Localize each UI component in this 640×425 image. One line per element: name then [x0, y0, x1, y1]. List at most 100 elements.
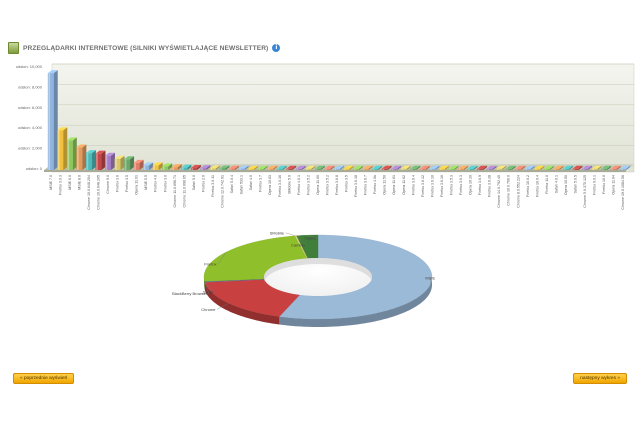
browser-bar-chart: odsłon: 0 odsłon: 2,000 odsłon: 4,000 odsło…: [16, 63, 635, 210]
bar[interactable]: [162, 163, 173, 170]
bar-front: [162, 166, 169, 170]
bar[interactable]: [276, 165, 287, 170]
bar[interactable]: [610, 165, 621, 170]
bar[interactable]: [477, 165, 488, 170]
bar-front: [515, 168, 522, 170]
bar[interactable]: [458, 165, 468, 170]
bar[interactable]: [133, 159, 144, 170]
y-tick-label: odsłon: 8,000: [18, 84, 43, 89]
bar-front: [477, 168, 484, 170]
bar[interactable]: [515, 165, 526, 170]
x-tick-label: Opera 11.00: [316, 175, 320, 195]
x-tick-label: Chrome 8.0.552.224: [516, 175, 520, 208]
bar[interactable]: [95, 150, 106, 170]
bar[interactable]: [105, 152, 115, 170]
bar[interactable]: [620, 165, 631, 170]
bar[interactable]: [267, 165, 278, 170]
bar-top: [620, 165, 631, 169]
x-tick-label: SMobile 5.0: [287, 175, 291, 194]
bar-highlight: [143, 165, 146, 170]
bar-highlight: [449, 168, 451, 170]
bar[interactable]: [563, 165, 573, 170]
bar[interactable]: [486, 165, 497, 170]
bar-front: [582, 168, 589, 170]
bar[interactable]: [601, 165, 612, 170]
x-tick-label: Opera 11.61: [392, 175, 396, 195]
bar-top: [171, 164, 182, 168]
bar[interactable]: [448, 165, 459, 170]
bar[interactable]: [257, 165, 268, 170]
bar-highlight: [391, 168, 394, 170]
previous-chart-button[interactable]: « poprzednie wyświetl: [13, 373, 74, 384]
bar-top: [114, 155, 125, 159]
bar[interactable]: [505, 165, 516, 170]
bar[interactable]: [124, 156, 135, 170]
donut-slice-side: [204, 282, 280, 325]
bar[interactable]: [286, 165, 297, 170]
info-icon[interactable]: i: [272, 44, 281, 52]
bar[interactable]: [219, 165, 230, 170]
bar[interactable]: [210, 165, 220, 170]
x-tick-label: Chrome 10.0.648.205: [96, 175, 100, 210]
donut-slice-side: [279, 277, 432, 327]
bar[interactable]: [171, 164, 182, 170]
bar[interactable]: [543, 165, 554, 170]
bar[interactable]: [429, 165, 440, 170]
bar-front: [210, 168, 216, 170]
bar[interactable]: [66, 137, 77, 170]
bar-side: [120, 155, 125, 170]
bar-front: [381, 168, 388, 170]
bar-highlight: [67, 140, 70, 170]
bar[interactable]: [190, 164, 201, 170]
bar-side: [473, 165, 478, 170]
bar[interactable]: [438, 165, 449, 170]
bar[interactable]: [47, 70, 58, 170]
chart-floor-front: [44, 170, 626, 172]
bar[interactable]: [381, 165, 392, 170]
bar-highlight: [382, 168, 385, 170]
bar[interactable]: [353, 165, 364, 170]
bar-front: [66, 140, 73, 170]
bar-top: [515, 165, 526, 169]
bar[interactable]: [238, 165, 249, 170]
bar[interactable]: [496, 165, 507, 170]
bar[interactable]: [152, 162, 163, 170]
bar[interactable]: [419, 165, 430, 170]
bar[interactable]: [372, 165, 383, 170]
bar[interactable]: [143, 162, 154, 170]
bar[interactable]: [295, 165, 306, 170]
x-tick-label: Firefox 3.6.12: [421, 175, 425, 197]
bar[interactable]: [400, 165, 411, 170]
bar-front: [314, 168, 321, 170]
bar[interactable]: [181, 164, 192, 170]
bar-side: [110, 152, 115, 170]
bar[interactable]: [343, 165, 354, 170]
bar[interactable]: [305, 165, 316, 170]
bar[interactable]: [85, 150, 96, 170]
bar[interactable]: [362, 165, 373, 170]
bar-front: [76, 147, 83, 170]
bar[interactable]: [534, 165, 545, 170]
bar[interactable]: [391, 165, 402, 170]
x-tick-label: Chrome 11.0.696.71: [173, 175, 177, 208]
bar[interactable]: [314, 165, 325, 170]
bar[interactable]: [76, 144, 87, 170]
bar[interactable]: [200, 165, 211, 170]
bar[interactable]: [57, 127, 68, 170]
bar[interactable]: [582, 165, 593, 170]
bar-top: [400, 165, 411, 169]
bar-highlight: [487, 168, 489, 170]
bar[interactable]: [572, 165, 583, 170]
bar[interactable]: [524, 165, 535, 170]
bar[interactable]: [591, 165, 602, 170]
bar[interactable]: [410, 165, 421, 170]
bar[interactable]: [467, 165, 478, 170]
bar[interactable]: [229, 165, 240, 170]
next-chart-button[interactable]: następny wykres »: [573, 373, 627, 384]
bar[interactable]: [553, 165, 564, 170]
bar[interactable]: [324, 165, 335, 170]
bar[interactable]: [114, 155, 125, 170]
bar[interactable]: [248, 165, 259, 170]
bar[interactable]: [334, 165, 344, 170]
bar-highlight: [315, 168, 318, 170]
